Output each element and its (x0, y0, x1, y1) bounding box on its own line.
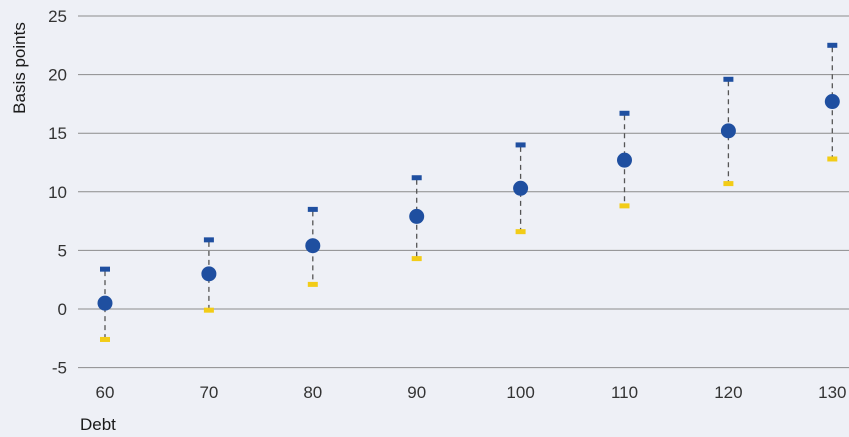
x-tick-label: 120 (714, 383, 742, 402)
point-estimate-marker (305, 238, 321, 254)
y-tick-label: 10 (48, 183, 67, 202)
y-tick-label: 5 (58, 241, 67, 260)
lower-bound-marker (723, 181, 734, 187)
x-tick-labels: 60 70 80 90 100 110 120 130 (96, 383, 847, 402)
upper-bound-marker (827, 42, 838, 48)
point-estimate-marker (409, 208, 425, 224)
lower-bound-marker (411, 256, 422, 262)
x-tick-label: 130 (818, 383, 846, 402)
y-tick-label: 15 (48, 124, 67, 143)
x-tick-label: 90 (407, 383, 426, 402)
point-estimate-marker (513, 180, 529, 196)
x-tick-label: 60 (96, 383, 115, 402)
y-tick-label: 0 (58, 300, 67, 319)
point-estimate-marker (824, 94, 840, 110)
upper-bound-marker (203, 237, 214, 243)
x-tick-label: 70 (199, 383, 218, 402)
x-tick-label: 100 (506, 383, 534, 402)
lower-bound-marker (827, 156, 838, 162)
y-tick-label: 25 (48, 7, 67, 26)
point-estimate-marker (617, 152, 632, 168)
x-tick-label: 110 (611, 383, 638, 402)
point-estimate-marker (97, 295, 113, 311)
lower-bound-marker (515, 229, 526, 235)
y-tick-labels: -5 0 5 10 15 20 25 (48, 7, 67, 378)
upper-bound-marker (515, 142, 526, 148)
point-estimate-marker (720, 123, 736, 139)
point-estimate-marker (201, 266, 217, 282)
y-tick-label: -5 (52, 359, 67, 378)
upper-bound-marker (100, 266, 110, 272)
x-tick-label: 80 (303, 383, 322, 402)
lower-bound-marker (307, 281, 318, 287)
y-axis-label: Basis points (10, 22, 29, 114)
upper-bound-marker (307, 206, 318, 212)
upper-bound-marker (411, 175, 422, 181)
upper-bound-marker (619, 110, 630, 116)
lower-bound-marker (619, 203, 630, 209)
lower-bound-marker (203, 307, 214, 313)
upper-bound-marker (723, 76, 734, 82)
data-marks (97, 42, 840, 342)
lower-bound-marker (100, 336, 110, 342)
x-axis-label: Debt (80, 415, 116, 434)
y-tick-label: 20 (48, 66, 67, 85)
